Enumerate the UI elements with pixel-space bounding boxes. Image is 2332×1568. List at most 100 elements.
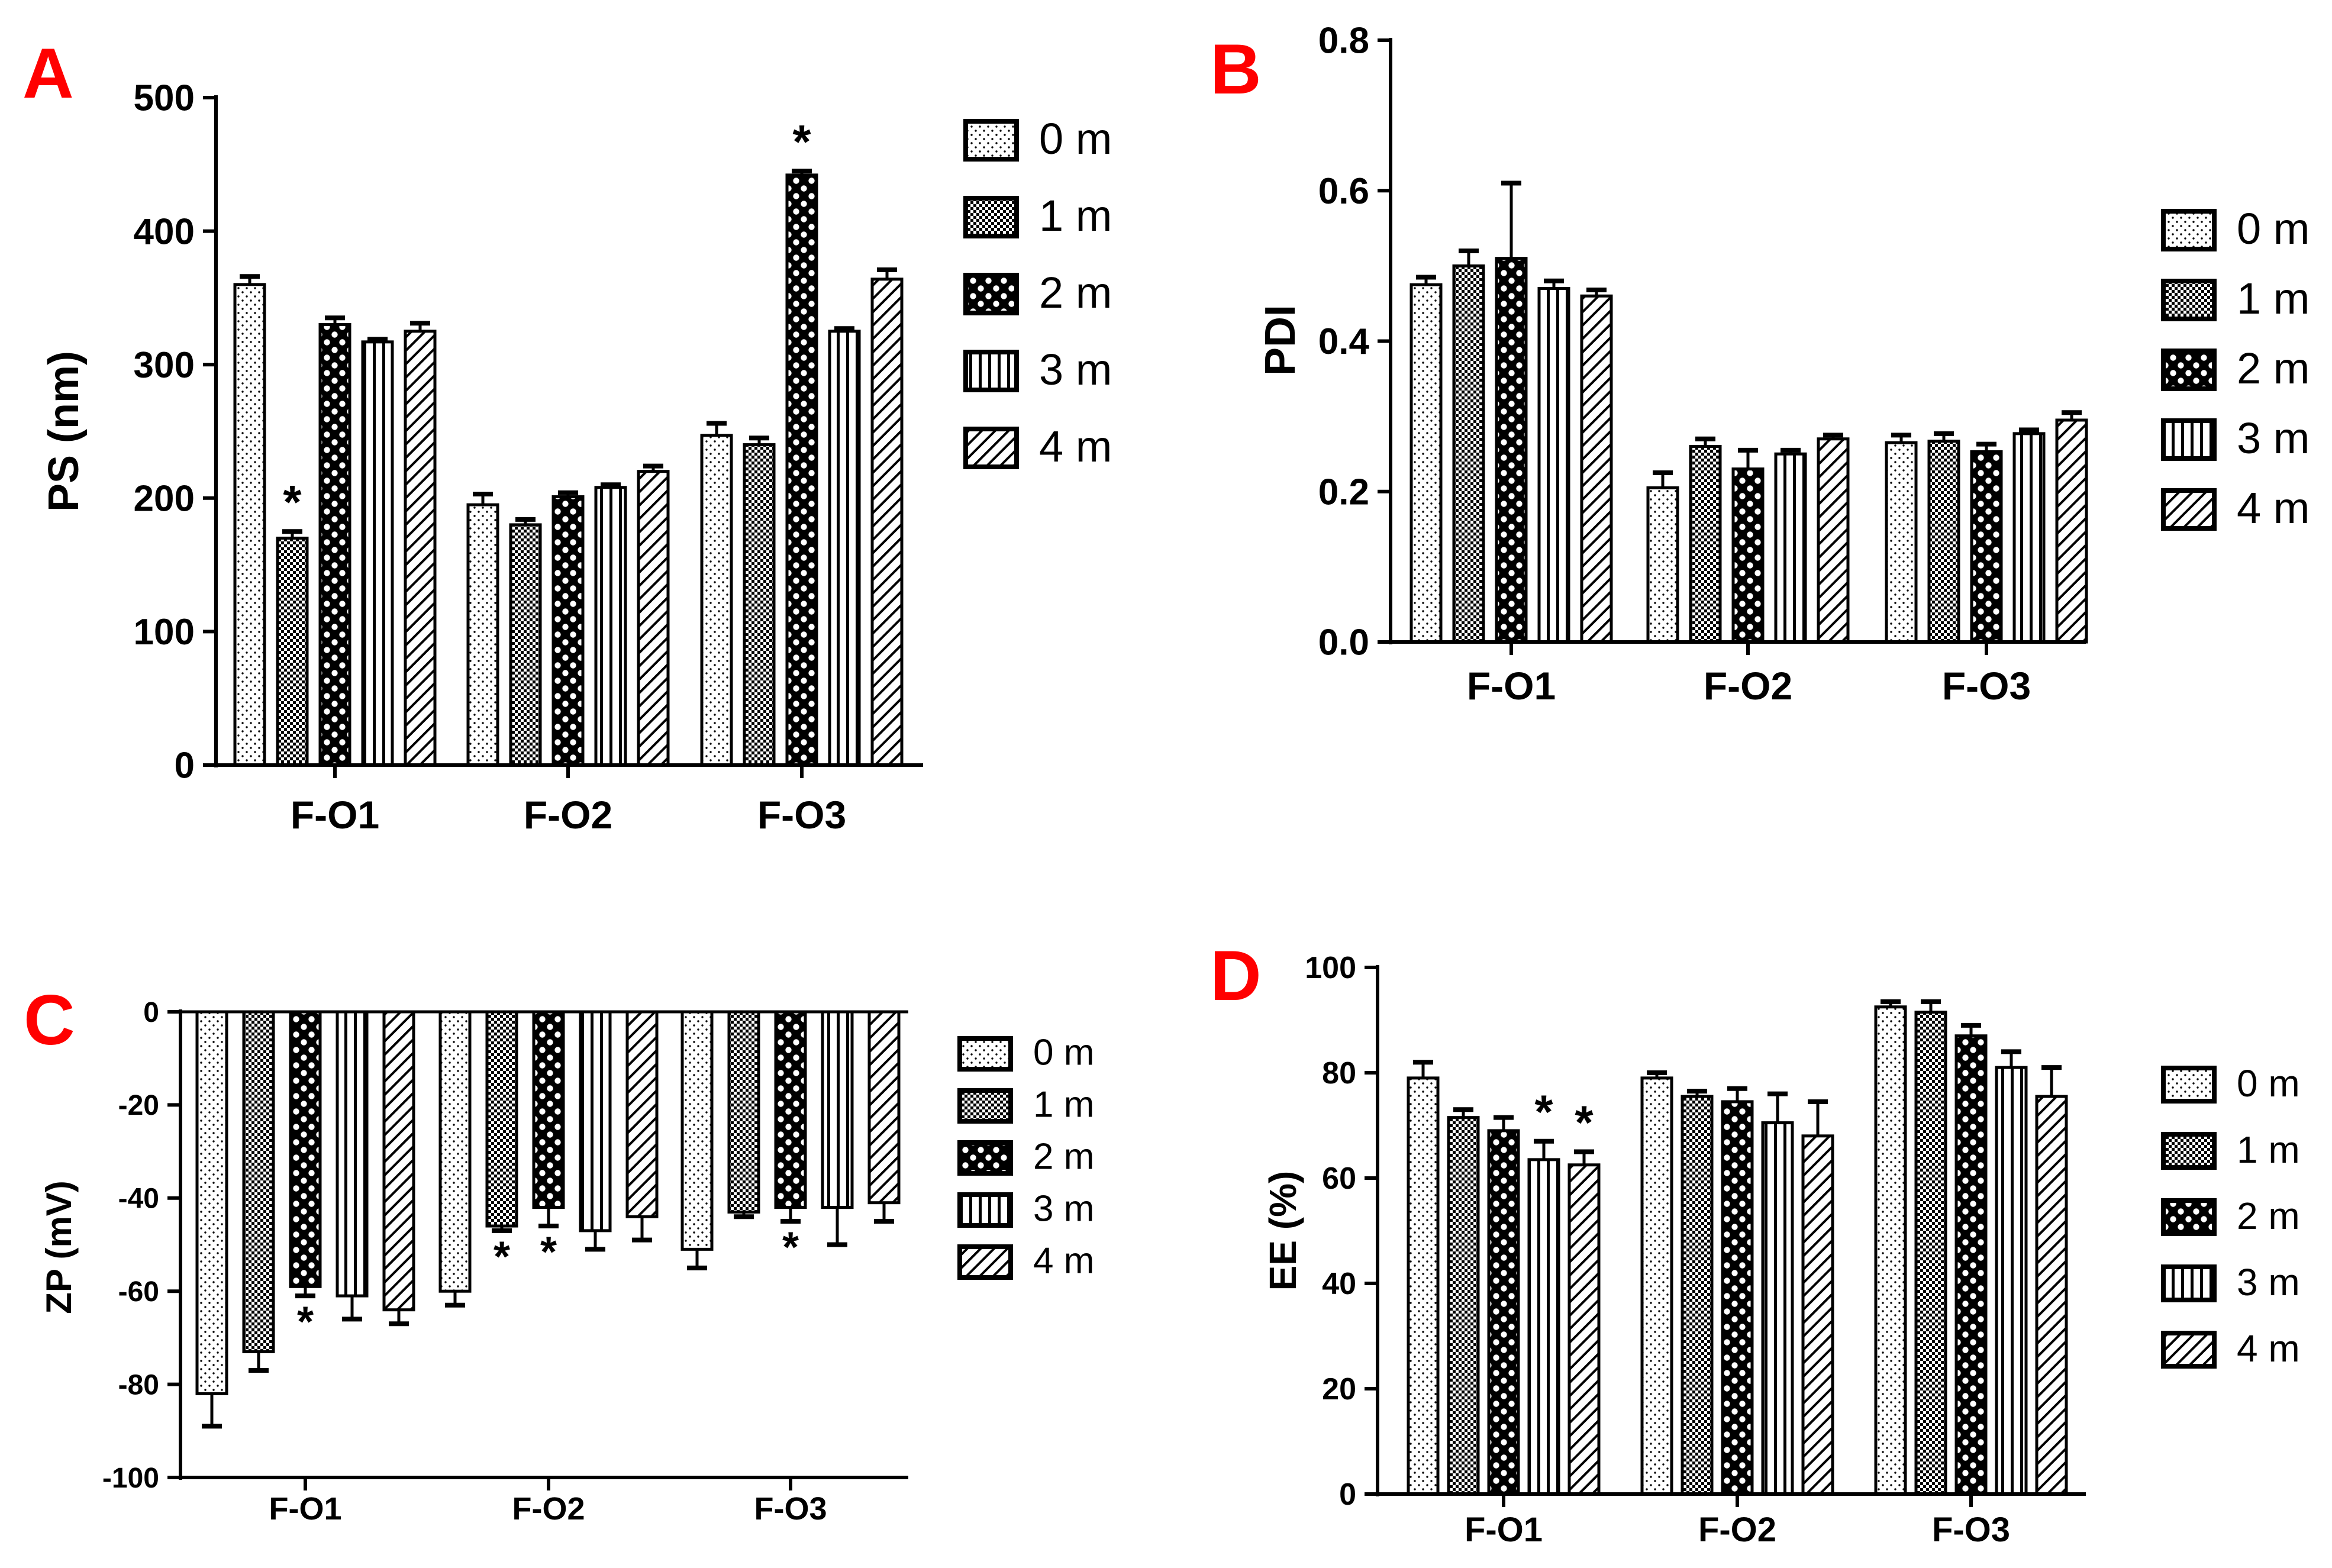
bar-f-o2-2m <box>1721 1100 1754 1496</box>
panel-letter: C <box>24 980 75 1060</box>
y-tick-label: 0.4 <box>1318 321 1370 362</box>
legend-swatch <box>957 1088 1013 1124</box>
bar-f-o1-2m <box>1495 257 1528 644</box>
legend-swatch <box>963 350 1019 392</box>
bar-f-o1-1m <box>1452 264 1485 644</box>
legend-swatch <box>957 1036 1013 1072</box>
panel-b: B 0.0 0.2 0.4 0.6 0.8 PDI F-O1 F-O2 F-O3 0 m 1 m 2 m… <box>1210 21 2310 708</box>
bar-f-o2-1m <box>1681 1095 1714 1496</box>
bar-f-o2-0m <box>1646 486 1679 644</box>
legend-label: 1 m <box>2237 274 2310 323</box>
legend-swatch <box>957 1140 1013 1176</box>
bar-f-o3-2m <box>1954 1034 1988 1496</box>
bar-f-o1-2m <box>289 1010 322 1288</box>
bar-f-o2-3m <box>594 486 627 767</box>
significance-star: * <box>494 1233 510 1280</box>
significance-star: * <box>792 115 811 168</box>
legend-label: 2 m <box>1033 1137 1094 1177</box>
legend-label: 0 m <box>2237 204 2310 253</box>
bar-f-o2-0m <box>1640 1076 1673 1496</box>
bar-f-o3-3m <box>821 1010 854 1209</box>
bar-f-o2-4m <box>637 470 670 767</box>
panel-letter: B <box>1210 30 1262 109</box>
bar-f-o3-4m <box>2035 1095 2068 1496</box>
bar-f-o3-0m <box>1885 441 1918 644</box>
bar-f-o1-2m <box>318 323 351 767</box>
bar-f-o3-2m <box>785 173 818 767</box>
bar-f-o2-4m <box>1801 1134 1834 1496</box>
bar-f-o3-2m <box>774 1010 807 1209</box>
y-axis-label: ZP (mV) <box>39 1180 79 1314</box>
legend-label: 4 m <box>2237 1327 2300 1370</box>
bar-f-o1-3m <box>1527 1158 1560 1496</box>
bar-f-o1-0m <box>1407 1076 1440 1496</box>
legend-swatch <box>2161 418 2217 461</box>
bar-f-o3-4m <box>867 1010 901 1205</box>
bar-f-o3-3m <box>828 330 861 767</box>
y-tick-label: 200 <box>134 479 195 520</box>
y-tick-label: 0.0 <box>1318 622 1369 663</box>
bar-f-o1-0m <box>233 283 266 767</box>
bar-f-o3-0m <box>1874 1005 1907 1496</box>
legend-label: 2 m <box>2237 1195 2300 1237</box>
x-tick-label: F-O2 <box>1704 664 1792 708</box>
bar-f-o2-3m <box>1774 452 1807 644</box>
legend-label: 1 m <box>1033 1085 1094 1125</box>
legend-label: 1 m <box>2237 1128 2300 1171</box>
x-tick-label: F-O2 <box>512 1491 585 1527</box>
bar-f-o2-3m <box>579 1010 612 1233</box>
panel-letter: D <box>1210 936 1262 1015</box>
x-tick-label: F-O1 <box>269 1491 341 1527</box>
bar-f-o3-4m <box>870 278 904 767</box>
y-tick-label: 0 <box>175 746 195 786</box>
legend-swatch <box>2161 1198 2217 1236</box>
legend-swatch <box>2161 1264 2217 1302</box>
bar-f-o2-0m <box>438 1010 472 1293</box>
bar-f-o1-3m <box>336 1010 369 1298</box>
legend-swatch <box>2161 1066 2217 1104</box>
legend-swatch <box>2161 349 2217 391</box>
bar-f-o2-1m <box>509 523 542 767</box>
bar-f-o2-2m <box>532 1010 565 1209</box>
x-tick-label: F-O1 <box>1467 664 1556 708</box>
y-tick-label: 0.2 <box>1318 472 1369 512</box>
bar-f-o1-3m <box>361 340 394 767</box>
y-tick-label: 100 <box>1305 951 1356 985</box>
x-tick-label: F-O3 <box>1942 664 2031 708</box>
y-tick-label: -100 <box>102 1463 159 1494</box>
legend-swatch <box>2161 1132 2217 1170</box>
y-tick-label: 0 <box>143 997 159 1028</box>
y-tick-label: 60 <box>1322 1162 1356 1196</box>
legend-label: 0 m <box>1033 1033 1094 1073</box>
y-tick-label: 80 <box>1322 1056 1356 1090</box>
significance-star: * <box>297 1298 314 1346</box>
y-tick-label: -20 <box>118 1090 159 1121</box>
x-tick-label: F-O3 <box>757 793 846 837</box>
bar-f-o2-2m <box>551 495 585 767</box>
legend-swatch <box>963 119 1019 162</box>
y-tick-label: 40 <box>1322 1267 1356 1301</box>
bar-f-o3-0m <box>680 1010 714 1251</box>
bar-f-o1-0m <box>1409 283 1443 644</box>
legend-label: 0 m <box>1039 114 1112 163</box>
panel-letter: A <box>22 34 74 113</box>
legend-swatch <box>2161 1331 2217 1369</box>
legend-label: 4 m <box>1039 422 1112 471</box>
bar-f-o3-3m <box>1995 1066 2028 1496</box>
y-tick-label: -60 <box>118 1276 159 1308</box>
bar-f-o3-3m <box>2012 432 2046 644</box>
legend-label: 3 m <box>1039 345 1112 394</box>
bar-f-o1-1m <box>1447 1116 1480 1496</box>
y-tick-label: 500 <box>134 78 195 119</box>
y-tick-label: 0 <box>1339 1477 1356 1512</box>
y-tick-label: 0.8 <box>1318 21 1369 62</box>
bar-f-o2-4m <box>1817 437 1850 644</box>
legend-swatch <box>2161 209 2217 251</box>
bar-f-o3-2m <box>1970 450 2003 644</box>
bar-f-o2-3m <box>1761 1121 1794 1496</box>
bar-f-o1-0m <box>195 1010 228 1395</box>
bar-f-o2-1m <box>485 1010 518 1228</box>
legend-label: 0 m <box>2237 1062 2300 1105</box>
bar-f-o2-0m <box>466 503 499 767</box>
